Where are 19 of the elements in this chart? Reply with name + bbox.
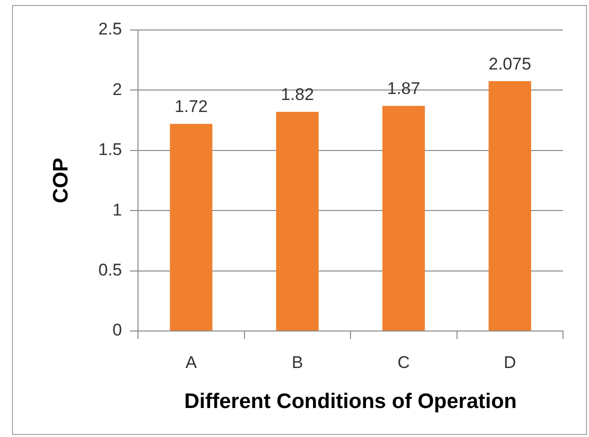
y-tick-label: 1.5 (98, 140, 122, 160)
y-tick-label: 0.5 (98, 260, 122, 280)
y-tick-label: 0 (112, 320, 122, 340)
y-tick-label: 2 (112, 80, 122, 99)
bar (276, 112, 319, 330)
y-tick-label: 2.5 (98, 20, 122, 39)
x-tick-label: B (292, 352, 304, 372)
x-tick-label: D (504, 352, 516, 372)
x-axis-title: Different Conditions of Operation (184, 390, 517, 414)
x-tick-label: A (185, 352, 198, 372)
bar (382, 106, 425, 330)
y-axis-title: COP (49, 158, 72, 204)
bar (170, 124, 212, 330)
data-label: 2.075 (488, 54, 532, 74)
bar (488, 81, 532, 330)
data-label: 1.82 (280, 85, 314, 104)
x-tick-label: C (397, 352, 410, 372)
y-tick-label: 1 (112, 200, 122, 220)
data-label: 1.72 (174, 97, 208, 116)
